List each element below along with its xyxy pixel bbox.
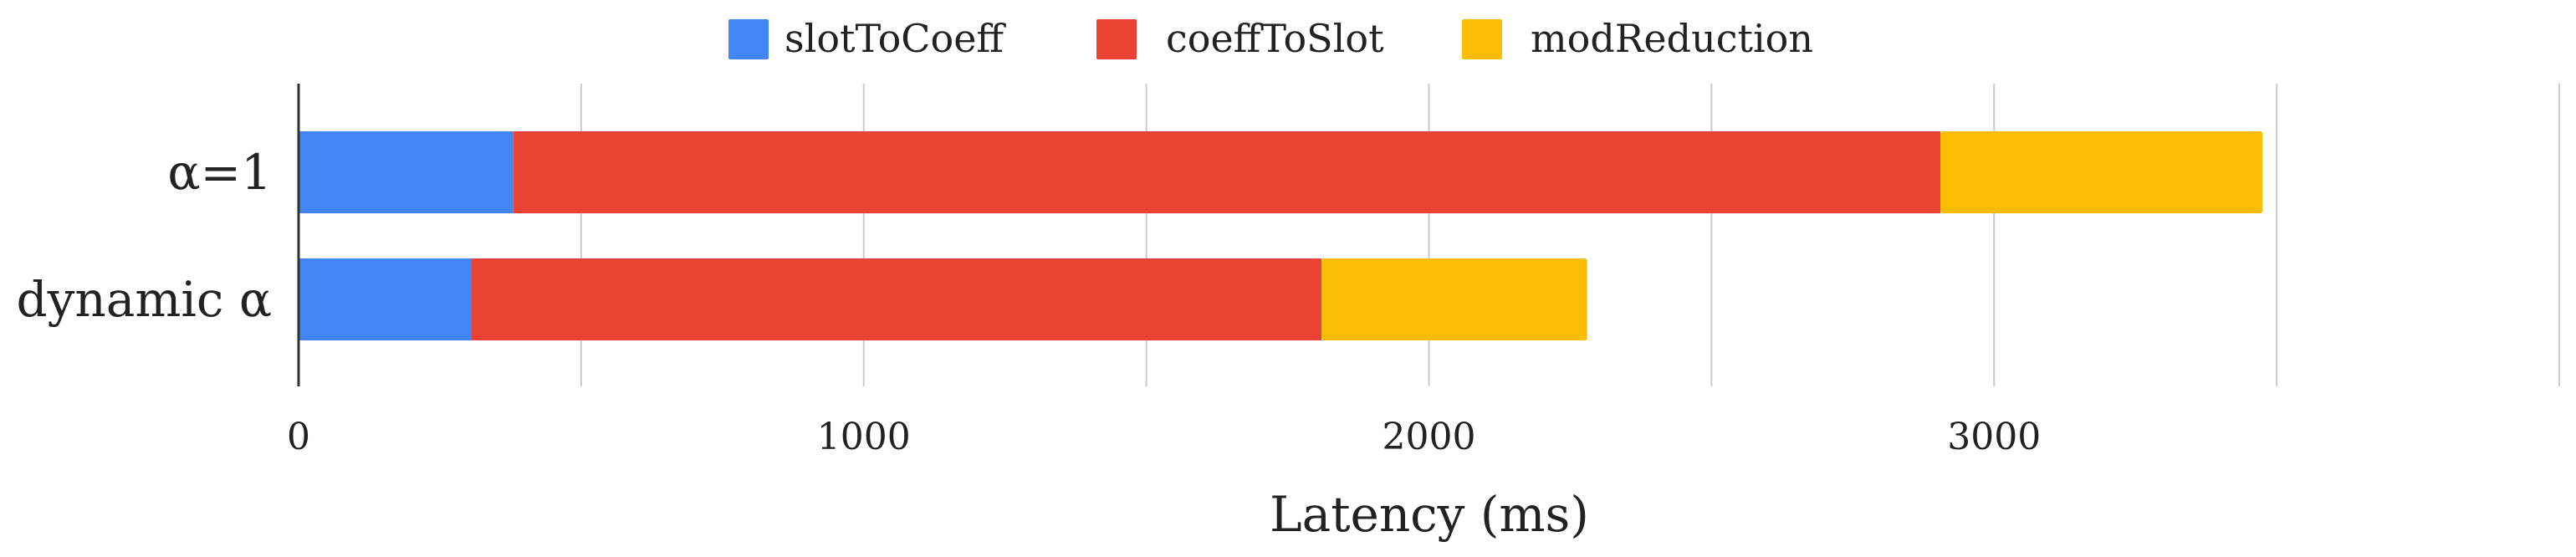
legend-swatch-coeffToSlot (1096, 19, 1137, 59)
bar-slotToCoeff-1 (299, 258, 471, 340)
x-tick-labels: 0 1000 2000 3000 (287, 416, 2041, 458)
legend-item-modReduction: modReduction (1462, 16, 1813, 61)
bar-coeffToSlot-0 (514, 131, 1940, 213)
x-axis-title: Latency (ms) (1270, 486, 1589, 543)
bar-slotToCoeff-0 (299, 131, 514, 213)
x-tick-label-2000: 2000 (1383, 416, 1476, 458)
legend: slotToCoeff coeffToSlot modReduction (728, 16, 1813, 61)
legend-item-slotToCoeff: slotToCoeff (728, 16, 1006, 61)
x-tick-label-3000: 3000 (1947, 416, 2041, 458)
x-tick-label-1000: 1000 (817, 416, 911, 458)
bar-modReduction-0 (1940, 131, 2262, 213)
bars (299, 131, 2262, 340)
gridlines (581, 84, 2559, 386)
category-label-1: dynamic α (17, 271, 272, 328)
legend-label-coeffToSlot: coeffToSlot (1166, 16, 1384, 61)
x-tick-label-0: 0 (287, 416, 310, 458)
legend-label-modReduction: modReduction (1531, 16, 1813, 61)
bar-coeffToSlot-1 (471, 258, 1321, 340)
category-label-0: α=1 (167, 144, 272, 201)
legend-swatch-modReduction (1462, 19, 1502, 59)
legend-label-slotToCoeff: slotToCoeff (785, 16, 1006, 61)
legend-swatch-slotToCoeff (728, 19, 769, 59)
legend-item-coeffToSlot: coeffToSlot (1096, 16, 1384, 61)
bar-modReduction-1 (1321, 258, 1587, 340)
category-labels: α=1 dynamic α (17, 144, 272, 328)
